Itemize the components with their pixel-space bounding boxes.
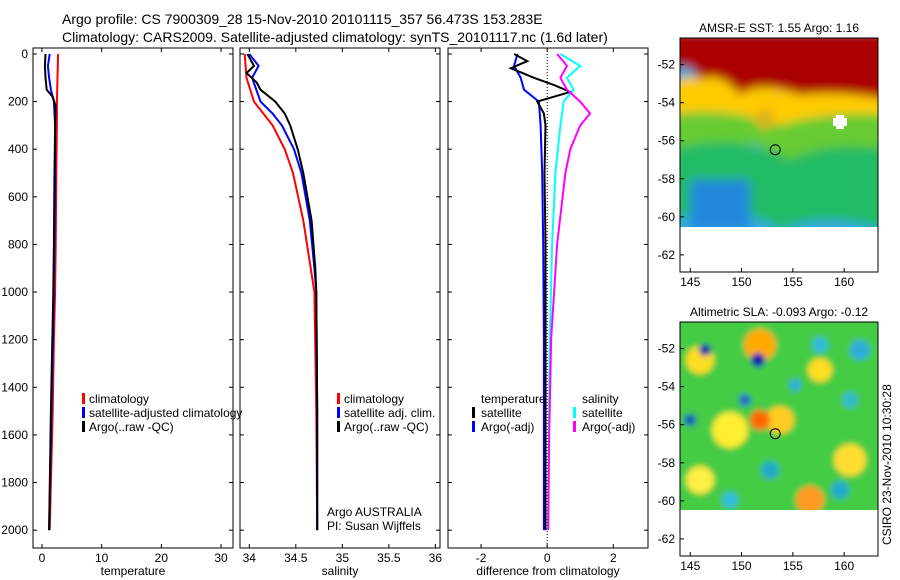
sst-map-panel: -52 -54 -56 -58 -60 -62 145 150 155 160 AMSR-E SST… bbox=[658, 21, 879, 289]
legend-label: satellite-adjusted climatology bbox=[89, 406, 242, 420]
lat-tick-label: -60 bbox=[658, 210, 676, 224]
map-title: Altimetric SLA: -0.093 Argo: -0.12 bbox=[690, 305, 868, 319]
legend-swatch bbox=[472, 421, 475, 432]
series-line-temperature-argo-adj- bbox=[508, 53, 574, 531]
series-line-argo-raw-qc- bbox=[245, 53, 319, 531]
legend-swatch bbox=[82, 393, 85, 404]
legend-label: Argo(-adj) bbox=[582, 420, 635, 434]
legend-swatch bbox=[82, 421, 85, 432]
lat-tick-label: -60 bbox=[658, 494, 676, 508]
lat-tick-label: -52 bbox=[658, 342, 676, 356]
x-tick-label: 20 bbox=[155, 551, 169, 565]
x-tick-label: 36 bbox=[429, 551, 443, 565]
legend-heading: salinity bbox=[582, 392, 619, 406]
lon-tick-label: 150 bbox=[732, 559, 752, 573]
x-tick-label: 30 bbox=[214, 551, 228, 565]
x-axis-label: salinity bbox=[322, 564, 359, 578]
x-axis-label: difference from climatology bbox=[476, 564, 619, 578]
x-tick-label: 35.5 bbox=[377, 551, 401, 565]
y-tick-label: 600 bbox=[8, 190, 28, 204]
lat-tick-label: -62 bbox=[658, 532, 676, 546]
colormap-image bbox=[680, 322, 878, 510]
map-title: AMSR-E SST: 1.55 Argo: 1.16 bbox=[699, 21, 859, 35]
y-tick-label: 800 bbox=[8, 237, 28, 251]
colormap-image bbox=[680, 38, 878, 227]
legend-swatch bbox=[573, 421, 576, 432]
series-line-temperature-satellite bbox=[513, 53, 545, 531]
legend-label: satellite bbox=[582, 406, 623, 420]
legend-label: climatology bbox=[89, 392, 149, 406]
lat-tick-label: -56 bbox=[658, 134, 676, 148]
legend-swatch bbox=[573, 407, 576, 418]
legend-swatch bbox=[472, 407, 475, 418]
plot-frame bbox=[447, 47, 649, 549]
lat-tick-label: -58 bbox=[658, 456, 676, 470]
legend-label: Argo(..raw -QC) bbox=[344, 420, 429, 434]
series-line-argo-raw-qc- bbox=[43, 53, 57, 531]
legend-label: satellite adj. clim. bbox=[344, 406, 435, 420]
series-line-salinity-satellite bbox=[547, 53, 582, 531]
legend-label: Argo(-adj) bbox=[481, 420, 534, 434]
plot-frame bbox=[239, 47, 441, 549]
x-tick-label: 10 bbox=[95, 551, 109, 565]
lon-tick-label: 160 bbox=[834, 275, 854, 289]
lon-tick-label: 145 bbox=[680, 275, 700, 289]
lon-tick-label: 155 bbox=[783, 275, 803, 289]
x-tick-label: 2 bbox=[610, 551, 617, 565]
x-tick-label: 34.5 bbox=[284, 551, 308, 565]
x-axis-label: temperature bbox=[101, 564, 166, 578]
y-tick-label: 2000 bbox=[1, 523, 28, 537]
map-frame bbox=[679, 37, 879, 273]
map-frame bbox=[679, 321, 879, 557]
sla-map-panel: -52 -54 -56 -58 -60 -62 145 150 155 160 Altimetric… bbox=[658, 305, 879, 573]
lon-tick-label: 150 bbox=[732, 275, 752, 289]
temperature-panel: 0 10 20 30 0 200 400 600 800 1000 1200 1400 1600 1800… bbox=[1, 47, 242, 578]
y-tick-label: 1800 bbox=[1, 476, 28, 490]
x-tick-label: 0 bbox=[544, 551, 551, 565]
series-line-climatology bbox=[243, 53, 319, 531]
lat-tick-label: -56 bbox=[658, 418, 676, 432]
salinity-panel: 34 34.5 35 35.5 36 salinity climatologysatelli… bbox=[239, 47, 443, 578]
legend-swatch bbox=[337, 393, 340, 404]
lon-tick-label: 155 bbox=[783, 559, 803, 573]
y-tick-label: 0 bbox=[21, 47, 28, 61]
y-tick-label: 1000 bbox=[1, 285, 28, 299]
credit-stamp: CSIRO 23-Nov-2010 10:30:28 bbox=[880, 384, 894, 545]
lat-tick-label: -62 bbox=[658, 248, 676, 262]
y-tick-label: 400 bbox=[8, 142, 28, 156]
plot-frame bbox=[32, 47, 234, 549]
y-tick-label: 1200 bbox=[1, 333, 28, 347]
legend-label: climatology bbox=[344, 392, 404, 406]
series-line-climatology bbox=[48, 53, 60, 531]
legend-heading: temperature bbox=[481, 392, 546, 406]
x-tick-label: 0 bbox=[39, 551, 46, 565]
title-line-2: Climatology: CARS2009. Satellite-adjuste… bbox=[62, 29, 608, 45]
legend-label: satellite bbox=[481, 406, 522, 420]
argo-location-marker bbox=[769, 144, 781, 156]
x-tick-label: -2 bbox=[476, 551, 487, 565]
annotation-text: PI: Susan Wijffels bbox=[327, 519, 421, 533]
legend-label: Argo(..raw -QC) bbox=[89, 420, 174, 434]
legend-swatch bbox=[337, 421, 340, 432]
series-line-satellite-adj-clim- bbox=[248, 53, 319, 531]
y-tick-label: 1400 bbox=[1, 380, 28, 394]
lon-tick-label: 145 bbox=[680, 559, 700, 573]
legend-swatch bbox=[337, 407, 340, 418]
lat-tick-label: -58 bbox=[658, 172, 676, 186]
lat-tick-label: -54 bbox=[658, 96, 676, 110]
y-tick-label: 1600 bbox=[1, 428, 28, 442]
y-tick-label: 200 bbox=[8, 95, 28, 109]
argo-location-marker bbox=[769, 428, 781, 440]
lon-tick-label: 160 bbox=[834, 559, 854, 573]
series-line-salinity-argo-adj- bbox=[547, 53, 592, 531]
lat-tick-label: -54 bbox=[658, 380, 676, 394]
title-line-1: Argo profile: CS 7900309_28 15-Nov-2010 … bbox=[62, 11, 543, 27]
x-tick-label: 34 bbox=[243, 551, 257, 565]
annotation-text: Argo AUSTRALIA bbox=[327, 505, 422, 519]
lat-tick-label: -52 bbox=[658, 58, 676, 72]
x-tick-label: 35 bbox=[336, 551, 350, 565]
legend-swatch bbox=[82, 407, 85, 418]
